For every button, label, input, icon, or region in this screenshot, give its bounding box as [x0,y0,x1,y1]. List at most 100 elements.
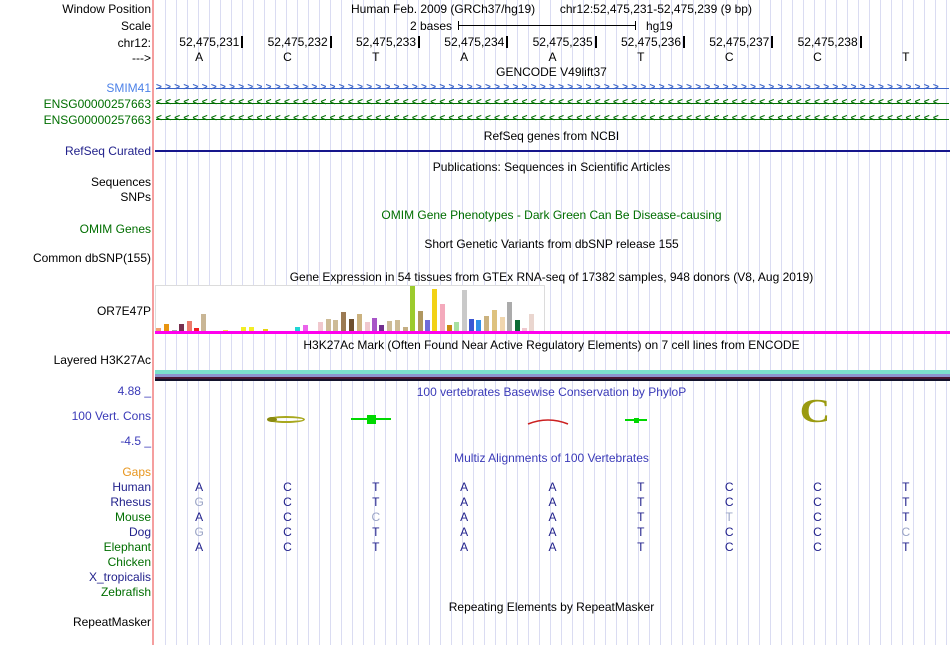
repeatmasker-track-title[interactable]: Repeating Elements by RepeatMasker [448,600,655,614]
gtex-bar[interactable] [365,322,370,332]
alignment-base: A [460,495,469,509]
gtex-bar[interactable] [462,290,467,332]
alignment-base: G [194,525,204,539]
gene-strand-arrows[interactable]: >>>>>>>>>>>>>>>>>>>>>>>>>>>>>>>>>>>>>>>>… [156,82,949,95]
multiz-species-label-x_tropicalis[interactable]: X_tropicalis [88,570,151,584]
multiz-track-title[interactable]: Multiz Alignments of 100 Vertebrates [454,451,649,465]
alignment-base: C [371,510,381,524]
track-label-sequences[interactable]: Sequences [90,175,151,189]
gtex-bar[interactable] [295,327,300,332]
gtex-bar[interactable] [179,324,184,332]
multiz-species-label-human[interactable]: Human [112,480,151,494]
track-label-ensg-2[interactable]: ENSG00000257663 [43,113,151,127]
scale-label: Scale [120,19,151,33]
multiz-species-label-rhesus[interactable]: Rhesus [110,495,151,509]
gtex-bar[interactable] [349,319,354,332]
ruler-number: 52,475,236 [620,35,681,49]
gtex-bar[interactable] [194,328,199,332]
gtex-bar[interactable] [529,314,534,332]
refseq-track-title[interactable]: RefSeq genes from NCBI [483,129,620,143]
phylop-track-title[interactable]: 100 vertebrates Basewise Conservation by… [416,385,687,399]
track-label-omim-genes[interactable]: OMIM Genes [79,222,151,236]
gtex-bar[interactable] [410,286,415,332]
alignment-base: C [283,540,292,554]
alignment-base: A [195,480,204,494]
gtex-bar[interactable] [333,320,338,332]
phylop-plus-glyph[interactable] [351,414,391,424]
publications-track-title[interactable]: Publications: Sequences in Scientific Ar… [432,160,671,174]
track-label-common-dbsnp[interactable]: Common dbSNP(155) [32,251,151,265]
gtex-bar[interactable] [454,322,459,332]
multiz-species-label-zebrafish[interactable]: Zebrafish [100,585,151,599]
gtex-bar[interactable] [500,317,505,332]
gtex-bar[interactable] [515,320,520,332]
gtex-bar[interactable] [357,314,362,332]
gtex-bar[interactable] [201,314,206,332]
gtex-bar[interactable] [447,325,452,332]
gtex-bar[interactable] [379,325,384,332]
refseq-curated-gene-bar[interactable] [155,150,950,152]
gtex-bar[interactable] [241,327,246,332]
track-label-or7e47p[interactable]: OR7E47P [96,304,151,318]
alignment-base: C [813,495,822,509]
gtex-bar[interactable] [418,311,423,332]
gtex-bar[interactable] [303,325,308,332]
dbsnp-track-title[interactable]: Short Genetic Variants from dbSNP releas… [424,237,679,251]
gtex-bar[interactable] [476,320,481,332]
alignment-base: C [724,540,734,554]
gene-strand-arrows[interactable]: <<<<<<<<<<<<<<<<<<<<<<<<<<<<<<<<<<<<<<<<… [156,113,949,126]
alignment-base: T [637,525,645,539]
gtex-bar[interactable] [507,302,512,332]
gtex-bar[interactable] [432,289,437,332]
multiz-species-label-elephant[interactable]: Elephant [103,540,151,554]
gtex-bar[interactable] [425,320,430,332]
ruler-tick [241,36,244,48]
track-label-layered-h3k27ac[interactable]: Layered H3K27Ac [53,353,151,367]
gene-strand-arrows[interactable]: <<<<<<<<<<<<<<<<<<<<<<<<<<<<<<<<<<<<<<<<… [156,97,949,110]
gtex-bar[interactable] [372,318,377,332]
gtex-bar[interactable] [469,319,474,332]
phylop-letter-c-glyph[interactable]: C [799,393,831,430]
layered-h3k27ac-signal[interactable] [155,370,950,381]
alignment-base: A [195,540,204,554]
phylop-max-value: 4.88 _ [117,384,151,398]
phylop-ellipse-glyph[interactable] [267,416,305,423]
gtex-expression-chart[interactable] [155,285,545,333]
track-label-repeatmasker[interactable]: RepeatMasker [72,615,151,629]
gencode-track-title[interactable]: GENCODE V49lift37 [496,65,607,79]
track-label-ensg-1[interactable]: ENSG00000257663 [43,97,151,111]
multiz-species-label-mouse[interactable]: Mouse [114,510,151,524]
gtex-bar[interactable] [164,324,169,332]
multiz-species-label-dog[interactable]: Dog [128,525,151,539]
alignment-base: A [548,510,557,524]
phylop-arc-glyph[interactable] [527,415,569,429]
gtex-bar[interactable] [395,320,400,332]
track-label-100-vert-cons[interactable]: 100 Vert. Cons [71,409,151,423]
gtex-bar[interactable] [318,322,323,332]
gtex-bar[interactable] [263,329,268,332]
gtex-track-title[interactable]: Gene Expression in 54 tissues from GTEx … [289,270,814,284]
h3k27ac-track-title[interactable]: H3K27Ac Mark (Often Found Near Active Re… [303,338,800,352]
alignment-base: T [372,540,380,554]
multiz-species-label-chicken[interactable]: Chicken [107,555,151,569]
omim-track-title[interactable]: OMIM Gene Phenotypes - Dark Green Can Be… [381,208,722,222]
multiz-species-label-gaps[interactable]: Gaps [122,465,151,479]
gtex-bar[interactable] [403,327,408,332]
gtex-bar[interactable] [249,327,254,332]
track-label-refseq-curated[interactable]: RefSeq Curated [64,144,151,158]
gtex-bar[interactable] [522,328,527,332]
gtex-bar[interactable] [187,321,192,332]
gtex-bar[interactable] [492,310,497,332]
gtex-bar[interactable] [341,312,346,332]
alignment-base: T [372,525,380,539]
track-label-smim41[interactable]: SMIM41 [106,81,151,95]
alignment-base: T [725,510,733,524]
phylop-dash-glyph[interactable] [625,417,647,423]
gtex-bar[interactable] [156,328,161,332]
gtex-bar[interactable] [440,304,445,332]
track-label-snps[interactable]: SNPs [120,190,151,204]
gtex-bar[interactable] [484,316,489,332]
gtex-bar[interactable] [326,319,331,332]
scale-bases-label: 2 bases [409,19,452,33]
gtex-bar[interactable] [387,321,392,332]
